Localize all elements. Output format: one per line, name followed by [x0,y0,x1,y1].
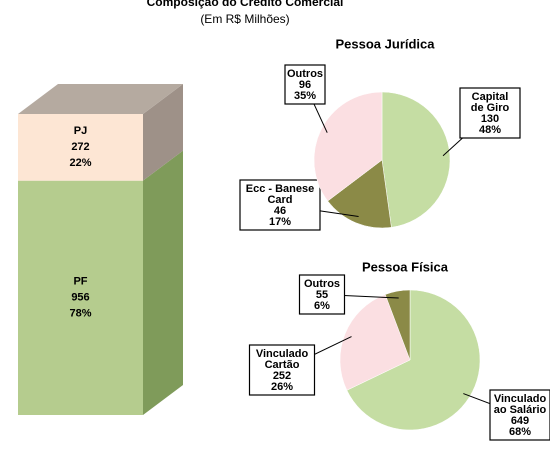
slice-label: Outros [304,278,340,290]
segment-value: 956 [71,292,89,304]
slice-value: 130 [481,113,499,125]
chart-subtitle: (Em R$ Milhões) [200,12,289,26]
segment-percent: 22% [69,157,91,169]
callout-box [489,389,550,441]
slice-value: 96 [299,79,311,91]
pie-title: Pessoa Física [362,259,449,274]
slice-label: Capital [472,91,509,103]
slice-value: 649 [511,415,529,427]
slice-percent: 35% [294,90,316,102]
pie-slice [346,289,481,431]
segment-value: 272 [71,141,89,153]
slice-label: Outros [287,68,323,80]
callout-box [248,344,316,396]
pie-slice [381,91,451,228]
slice-label: Vinculado [494,393,547,405]
slice-percent: 17% [269,216,291,228]
slice-label: Card [267,194,292,206]
callout-box [284,64,326,105]
pie-slice [327,159,392,229]
pie-slice [384,289,411,361]
bar-segment [18,180,143,415]
bar-top [18,84,183,114]
chart-title: Composição do Crédito Comercial [147,0,344,9]
slice-label: de Giro [471,102,510,114]
slice-value: 46 [274,205,286,217]
pie-title: Pessoa Jurídica [336,36,436,51]
slice-value: 252 [273,370,291,382]
slice-label: ao Salário [494,404,547,416]
segment-name: PJ [74,125,87,137]
pie-slice [313,91,383,202]
pie-slice [339,294,411,391]
bar-side [143,150,183,415]
segment-percent: 78% [69,308,91,320]
slice-percent: 6% [314,300,330,312]
bar-segment [18,114,143,181]
slice-label: Vinculado [256,348,309,360]
slice-value: 55 [316,289,328,301]
callout-box [239,179,321,231]
slice-percent: 26% [271,381,293,393]
slice-percent: 48% [479,124,501,136]
slice-label: Ecc - Banese [246,183,314,195]
callout-box [298,274,346,315]
slice-label: Cartão [265,359,300,371]
slice-percent: 68% [509,426,531,438]
bar-side [143,84,183,181]
segment-name: PF [73,276,87,288]
callout-box [459,87,521,139]
